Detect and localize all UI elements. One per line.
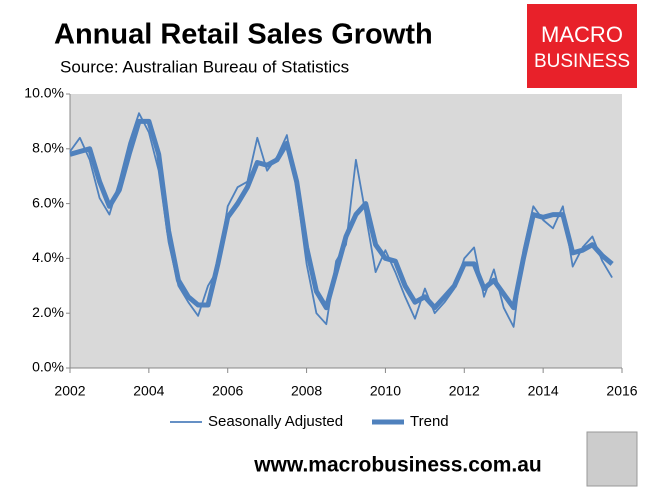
- chart-subtitle: Source: Australian Bureau of Statistics: [60, 57, 349, 76]
- logo-icon: [586, 431, 638, 487]
- footer-url: www.macrobusiness.com.au: [253, 454, 541, 477]
- y-tick-label: 4.0%: [32, 249, 64, 265]
- x-tick-label: 2004: [133, 383, 164, 399]
- x-tick-label: 2014: [528, 383, 559, 399]
- legend-label: Seasonally Adjusted: [208, 413, 343, 430]
- y-tick-label: 8.0%: [32, 140, 64, 156]
- x-tick-label: 2012: [449, 383, 480, 399]
- y-tick-label: 10.0%: [24, 85, 64, 101]
- series-line: [69, 118, 614, 311]
- chart-title: Annual Retail Sales Growth: [54, 19, 433, 51]
- legend-label: Trend: [410, 413, 449, 430]
- x-tick-label: 2008: [291, 383, 322, 399]
- logo-text: BUSINESS: [534, 51, 630, 72]
- y-tick-label: 0.0%: [32, 359, 64, 375]
- x-tick-label: 2006: [212, 383, 243, 399]
- y-tick-label: 6.0%: [32, 194, 64, 210]
- logo-text: MACRO: [541, 22, 623, 47]
- logo-box: [527, 4, 637, 88]
- y-tick-label: 2.0%: [32, 304, 64, 320]
- x-tick-label: 2016: [606, 383, 637, 399]
- x-tick-label: 2010: [370, 383, 401, 399]
- x-tick-label: 2002: [54, 383, 85, 399]
